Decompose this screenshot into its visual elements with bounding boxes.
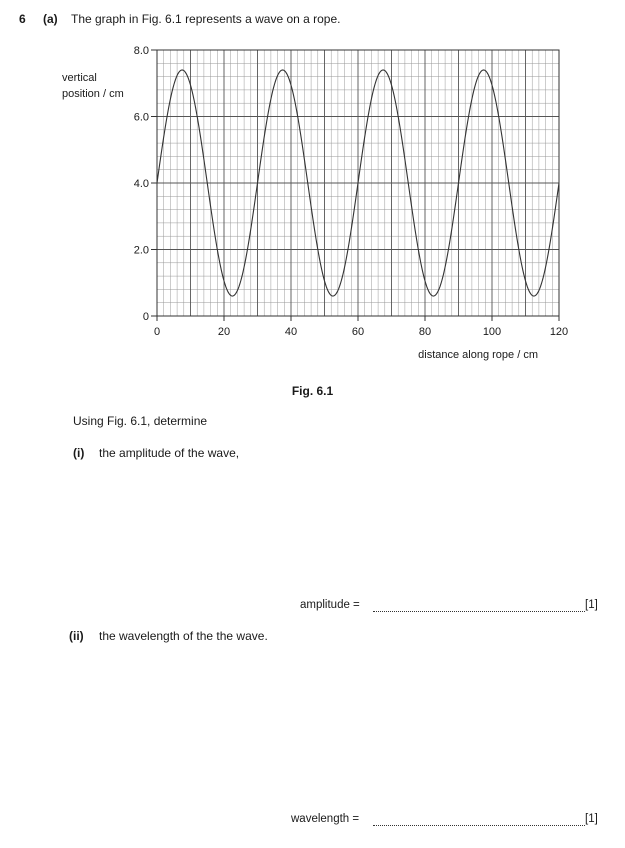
figure-caption: Fig. 6.1: [291, 384, 334, 398]
y-tick-label: 8.0: [134, 45, 149, 57]
x-tick-label: 40: [285, 326, 297, 338]
x-axis: 0 20 40 60 80 100 120: [154, 316, 568, 338]
subpart-i-text: the amplitude of the wave,: [99, 446, 240, 460]
instruction-text: Using Fig. 6.1, determine: [73, 414, 208, 428]
wavelength-marks: [1]: [585, 813, 598, 825]
y-tick-label: 4.0: [134, 178, 149, 190]
y-tick-label: 6.0: [134, 112, 149, 124]
y-axis-label-line2: position / cm: [62, 88, 124, 100]
wavelength-answer-line[interactable]: [373, 825, 585, 826]
x-tick-label: 80: [419, 326, 431, 338]
question-number: 6: [19, 12, 26, 26]
part-label: (a): [43, 12, 58, 26]
y-tick-label: 2.0: [134, 245, 149, 257]
amplitude-answer-label: amplitude =: [300, 599, 360, 611]
y-axis-label-line1: vertical: [62, 72, 97, 84]
y-axis: 0 2.0 4.0 6.0 8.0: [134, 45, 157, 323]
x-tick-label: 20: [218, 326, 230, 338]
question-text: The graph in Fig. 6.1 represents a wave …: [71, 12, 341, 26]
wave-graph: 0 2.0 4.0 6.0 8.0 0 20 40 60 80 100 120 vertical p…: [62, 45, 568, 361]
amplitude-marks: [1]: [585, 599, 598, 611]
x-tick-label: 100: [483, 326, 501, 338]
subpart-ii-label: (ii): [69, 629, 84, 643]
wave-curve: [156, 69, 560, 297]
subpart-ii-text: the wavelength of the the wave.: [99, 629, 268, 643]
subpart-i-label: (i): [73, 446, 85, 460]
x-tick-label: 120: [550, 326, 568, 338]
y-tick-label: 0: [143, 311, 149, 323]
x-tick-label: 60: [352, 326, 364, 338]
x-axis-label: distance along rope / cm: [418, 349, 538, 361]
amplitude-answer-line[interactable]: [373, 611, 585, 612]
x-tick-label: 0: [154, 326, 160, 338]
wavelength-answer-label: wavelength =: [291, 813, 360, 825]
